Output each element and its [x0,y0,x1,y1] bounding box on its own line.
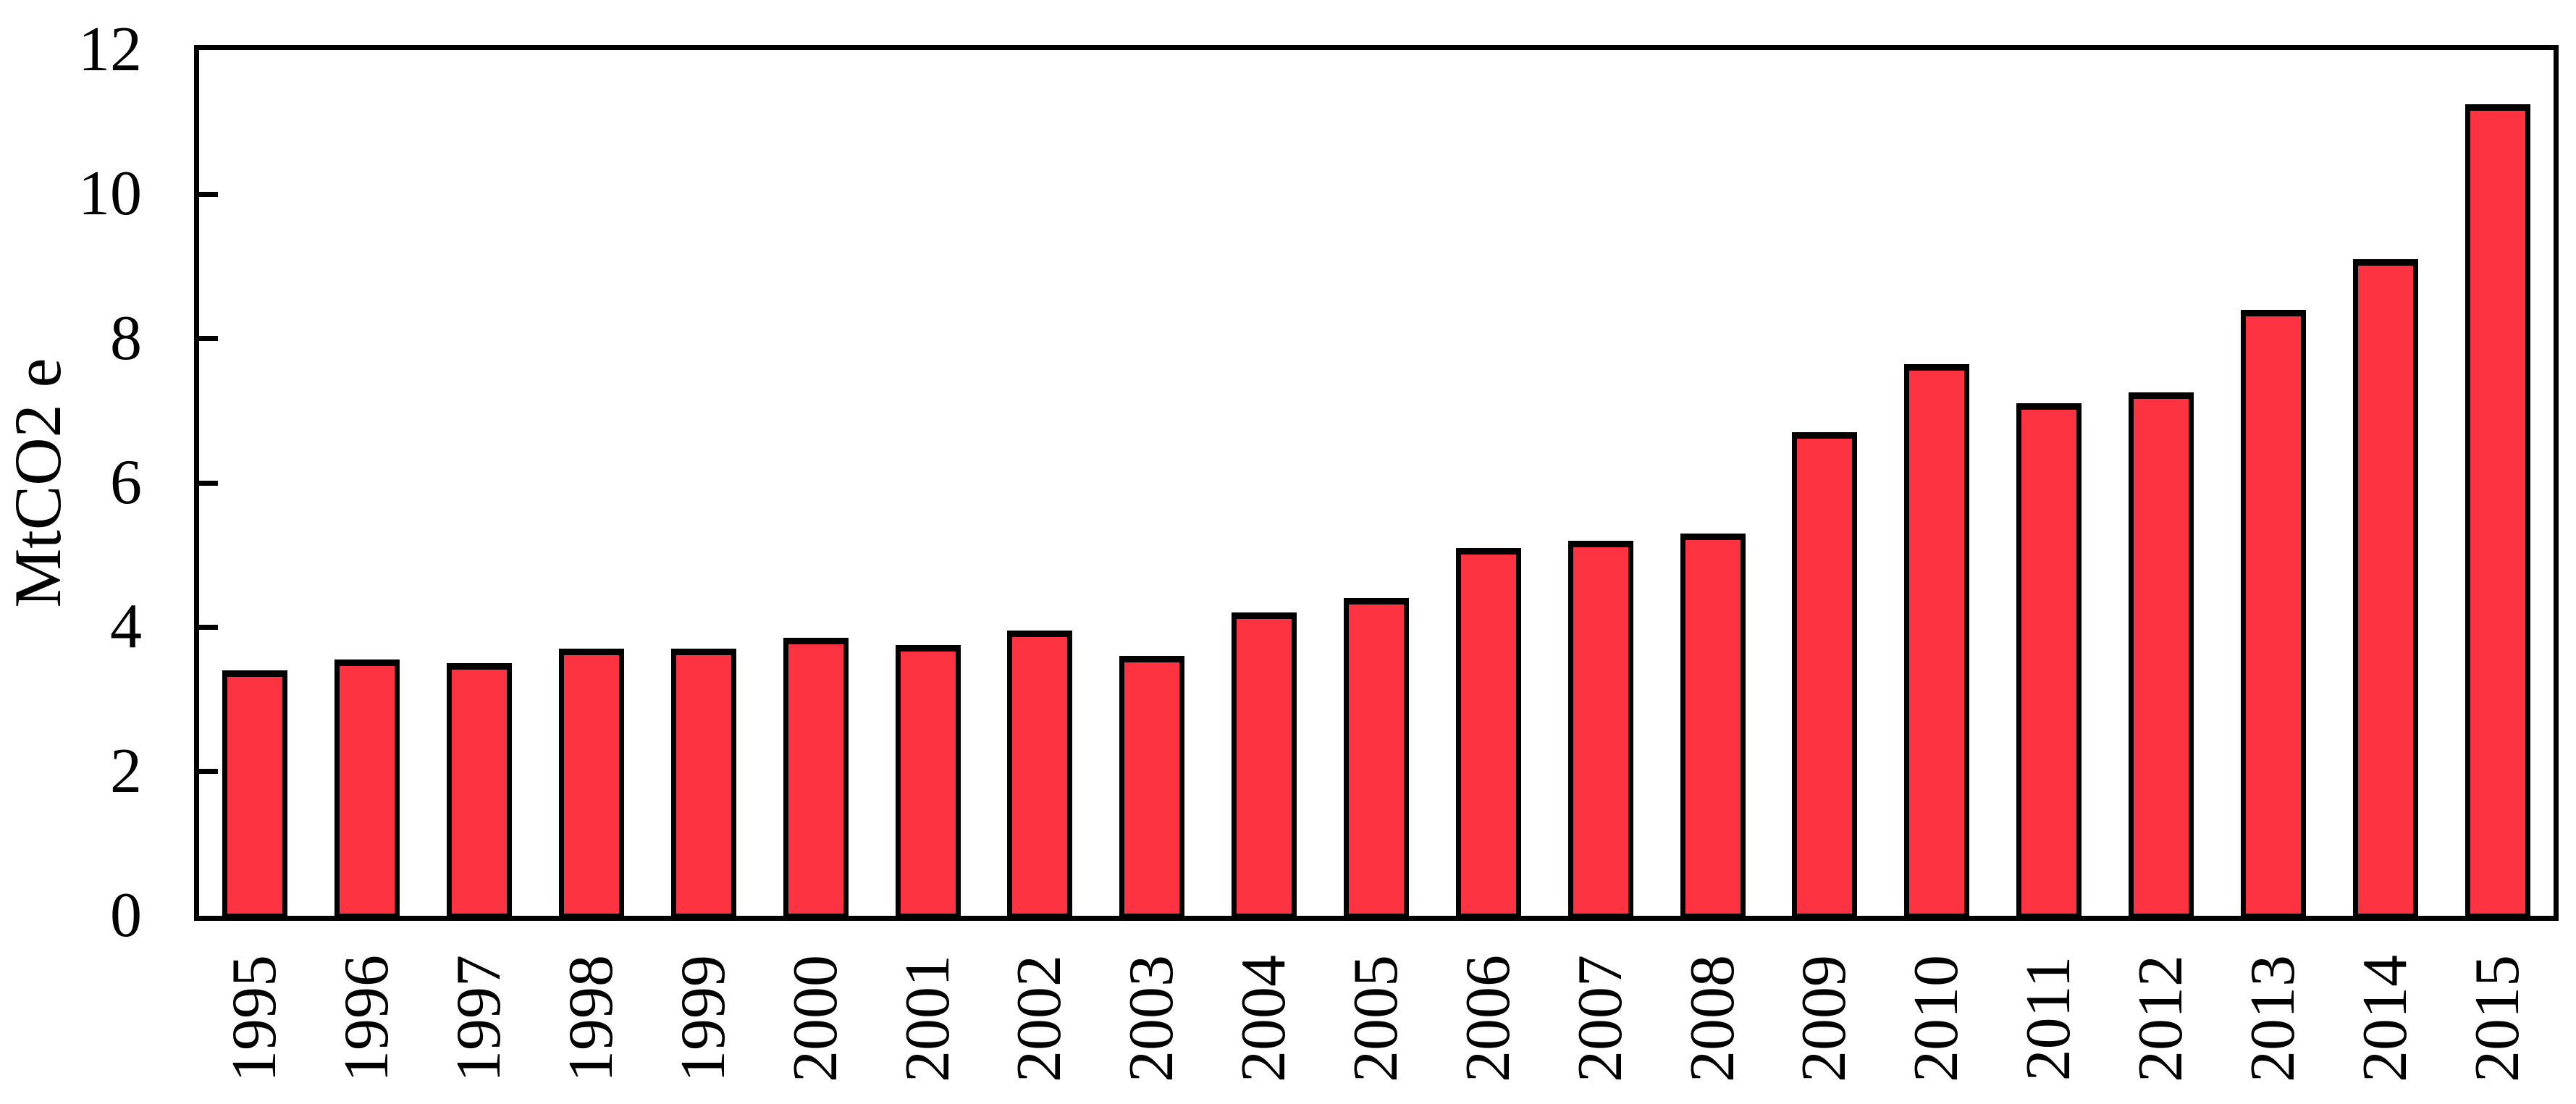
bar-2014 [2352,259,2418,919]
x-tick-label-2015: 2015 [2462,955,2533,1082]
x-tick-label-1996: 1996 [332,955,403,1082]
bar-2004 [1232,612,1297,919]
x-tick-label-2002: 2002 [1004,955,1075,1082]
x-tick-label-2001: 2001 [892,955,963,1082]
x-tick-label-1995: 1995 [219,955,290,1082]
y-tick-mark [199,336,218,342]
bar-2010 [1904,363,1970,919]
x-tick-label-1997: 1997 [444,955,515,1082]
x-tick-label-2006: 2006 [1452,955,1523,1082]
y-tick-label: 0 [110,880,142,951]
bar-2011 [2016,403,2082,919]
x-tick-label-2012: 2012 [2126,955,2196,1082]
bar-2003 [1119,656,1185,919]
y-tick-mark [199,769,218,775]
x-tick-label-2009: 2009 [1789,955,1860,1082]
x-tick-label-2011: 2011 [2013,956,2084,1082]
x-tick-label-1998: 1998 [556,955,626,1082]
bar-2002 [1007,631,1073,919]
x-tick-label-2007: 2007 [1565,955,1636,1082]
y-tick-label: 2 [110,736,142,806]
bar-1998 [559,649,624,919]
y-tick-label: 6 [110,447,142,518]
bar-2005 [1344,598,1409,919]
y-tick-mark [199,480,218,486]
bar-1996 [334,660,400,919]
bar-2009 [1792,432,1858,919]
y-tick-label: 8 [110,303,142,374]
x-tick-label-2000: 2000 [780,955,851,1082]
bar-1995 [222,670,288,919]
x-tick-label-2003: 2003 [1116,955,1187,1082]
x-tick-label-2004: 2004 [1229,955,1300,1082]
x-tick-label-2005: 2005 [1341,955,1411,1082]
y-tick-label: 12 [78,14,142,85]
y-tick-mark [199,191,218,197]
bar-2000 [783,638,849,919]
x-tick-label-2013: 2013 [2237,955,2308,1082]
x-tick-label-2010: 2010 [1901,955,1972,1082]
bar-1999 [670,649,736,919]
bar-2007 [1567,540,1633,919]
bar-2013 [2240,309,2306,919]
bar-2006 [1455,547,1521,919]
y-tick-label: 10 [78,159,142,229]
y-tick-label: 4 [110,591,142,662]
bar-2008 [1680,533,1746,919]
y-tick-mark [199,624,218,630]
x-tick-label-2008: 2008 [1677,955,1748,1082]
bar-1997 [447,663,513,919]
y-axis-title: MtCO2 e [1,358,75,608]
x-tick-label-1999: 1999 [668,955,738,1082]
bar-2012 [2129,392,2194,919]
bar-2015 [2465,104,2530,919]
bar-2001 [895,645,961,919]
x-tick-label-2014: 2014 [2349,955,2420,1082]
